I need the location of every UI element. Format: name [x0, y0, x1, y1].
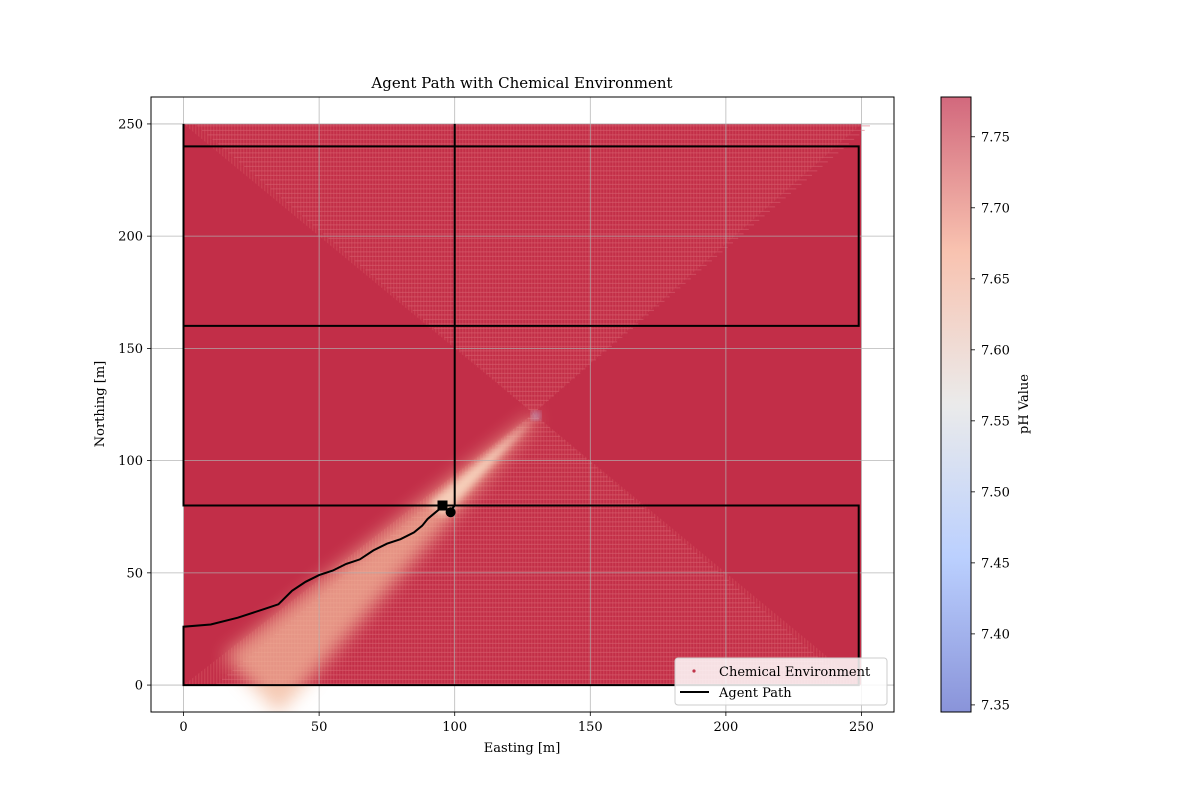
legend-box	[674, 657, 888, 706]
cb-tick-label-6: 7.65	[981, 272, 1010, 287]
y-tick-label-1: 50	[126, 566, 143, 581]
y-tick-label-0: 0	[135, 679, 143, 694]
x-tick-label-1: 50	[311, 720, 328, 735]
colorbar-ticks: 7.35 7.40 7.45 7.50 7.55 7.60 7.65 7.70 7.75	[971, 130, 1010, 713]
x-tick-label-2: 100	[442, 720, 467, 735]
plot-area: 0 50 100 150 200 250 0 50 100 150 200 250	[118, 96, 895, 735]
cb-tick-label-1: 7.40	[981, 627, 1010, 642]
chemical-plume	[223, 411, 541, 712]
cb-tick-label-2: 7.45	[981, 556, 1010, 571]
cb-tick-label-4: 7.55	[981, 414, 1010, 429]
agent-path-line	[182, 123, 860, 687]
cb-tick-label-8: 7.75	[981, 130, 1010, 145]
cb-tick-label-5: 7.60	[981, 343, 1010, 358]
path-marker-circle-1	[445, 507, 456, 518]
x-tick-label-4: 200	[713, 720, 738, 735]
legend-chemical-label: Chemical Environment	[719, 665, 871, 680]
cb-tick-label-3: 7.50	[981, 485, 1010, 500]
colorbar: 7.35 7.40 7.45 7.50 7.55 7.60 7.65 7.70 7.75 pH …	[940, 96, 1032, 713]
y-axis-label: Northing [m]	[93, 361, 108, 447]
chart-title: Agent Path with Chemical Environment	[370, 74, 672, 92]
x-axis-label: Easting [m]	[484, 741, 561, 756]
cb-tick-label-0: 7.35	[981, 698, 1010, 713]
x-tick-label-3: 150	[578, 720, 603, 735]
y-tick-label-4: 200	[118, 230, 143, 245]
plot-frame	[150, 96, 895, 713]
plume-core	[429, 415, 537, 518]
colorbar-label: pH Value	[1017, 374, 1032, 434]
y-tick-label-3: 150	[118, 342, 143, 357]
hatch-top	[183, 123, 862, 414]
cb-tick-label-7: 7.70	[981, 201, 1010, 216]
y-tick-label-2: 100	[118, 454, 143, 469]
colorbar-frame	[940, 96, 972, 713]
legend-path-label: Agent Path	[718, 686, 792, 701]
x-tick-label-0: 0	[179, 720, 187, 735]
legend: Chemical Environment Agent Path	[674, 657, 888, 706]
axis-ticks: 0 50 100 150 200 250 0 50 100 150 200 250	[118, 117, 874, 735]
legend-chemical-marker	[692, 669, 696, 673]
colorbar-gradient	[941, 97, 971, 712]
path-marker-square-0	[437, 500, 448, 511]
x-tick-label-5: 250	[849, 720, 874, 735]
agent-path-layer	[182, 123, 860, 687]
plume-source	[532, 411, 541, 420]
y-tick-label-5: 250	[118, 117, 143, 132]
chemical-environment-layer	[183, 123, 870, 712]
